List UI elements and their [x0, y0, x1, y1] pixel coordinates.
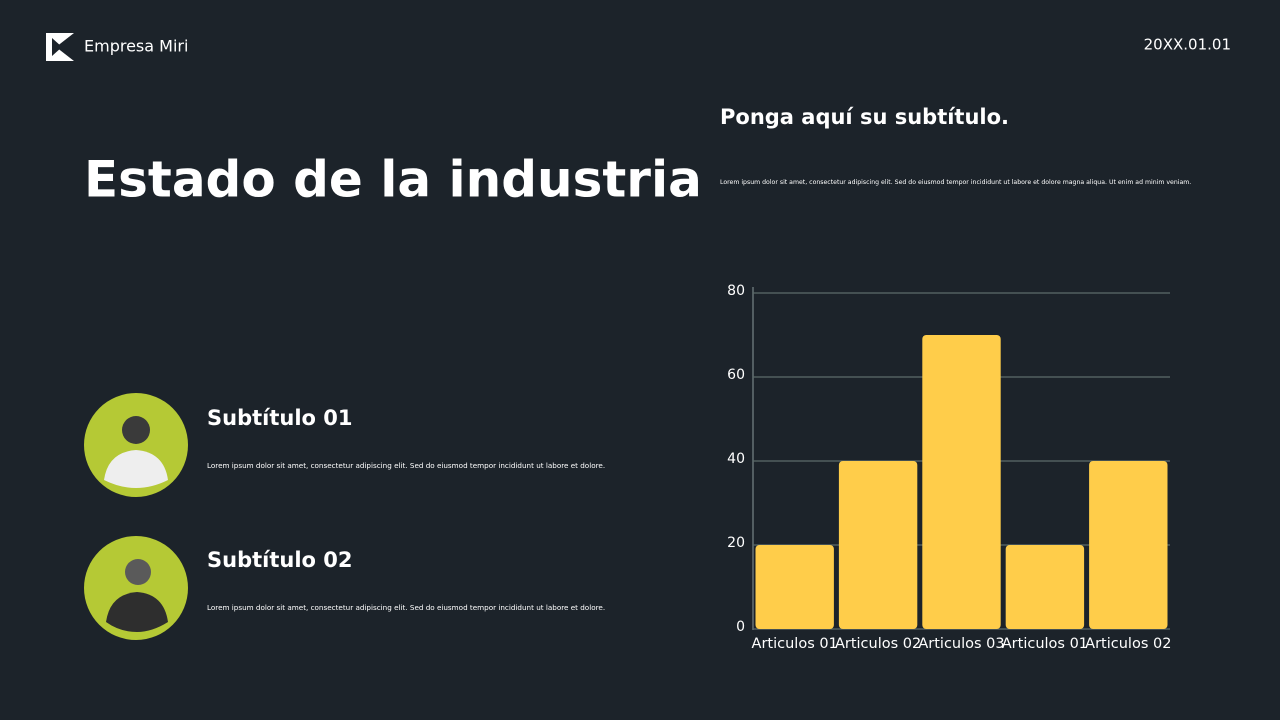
bar — [755, 545, 834, 629]
x-tick-label: Articulos 02 — [835, 636, 921, 652]
y-tick-label: 40 — [727, 451, 745, 467]
subtitle: Ponga aquí su subtítulo. — [720, 105, 1009, 129]
logo — [46, 33, 74, 61]
bar — [838, 461, 918, 629]
avatar — [84, 536, 188, 640]
person-text: Lorem ipsum dolor sit amet, consectetur … — [207, 603, 605, 612]
bar — [1089, 461, 1168, 629]
bar — [1005, 545, 1085, 629]
y-tick-label: 20 — [727, 535, 745, 551]
x-tick-label: Articulos 01 — [1002, 636, 1088, 652]
slide-title: Estado de la industria — [84, 151, 702, 209]
person-title: Subtítulo 01 — [207, 406, 353, 430]
date: 20XX.01.01 — [1144, 36, 1231, 54]
y-tick-label: 80 — [727, 283, 745, 299]
bar — [922, 335, 1001, 629]
y-tick-label: 0 — [736, 619, 745, 635]
y-tick-label: 60 — [727, 367, 745, 383]
x-tick-label: Articulos 01 — [752, 636, 838, 652]
person-text: Lorem ipsum dolor sit amet, consectetur … — [207, 461, 605, 470]
person-title: Subtítulo 02 — [207, 548, 353, 572]
avatar — [84, 393, 188, 497]
x-tick-label: Articulos 02 — [1085, 636, 1171, 652]
x-tick-label: Articulos 03 — [918, 636, 1004, 652]
description: Lorem ipsum dolor sit amet, consectetur … — [720, 179, 1191, 186]
company-name: Empresa Miri — [84, 37, 188, 56]
